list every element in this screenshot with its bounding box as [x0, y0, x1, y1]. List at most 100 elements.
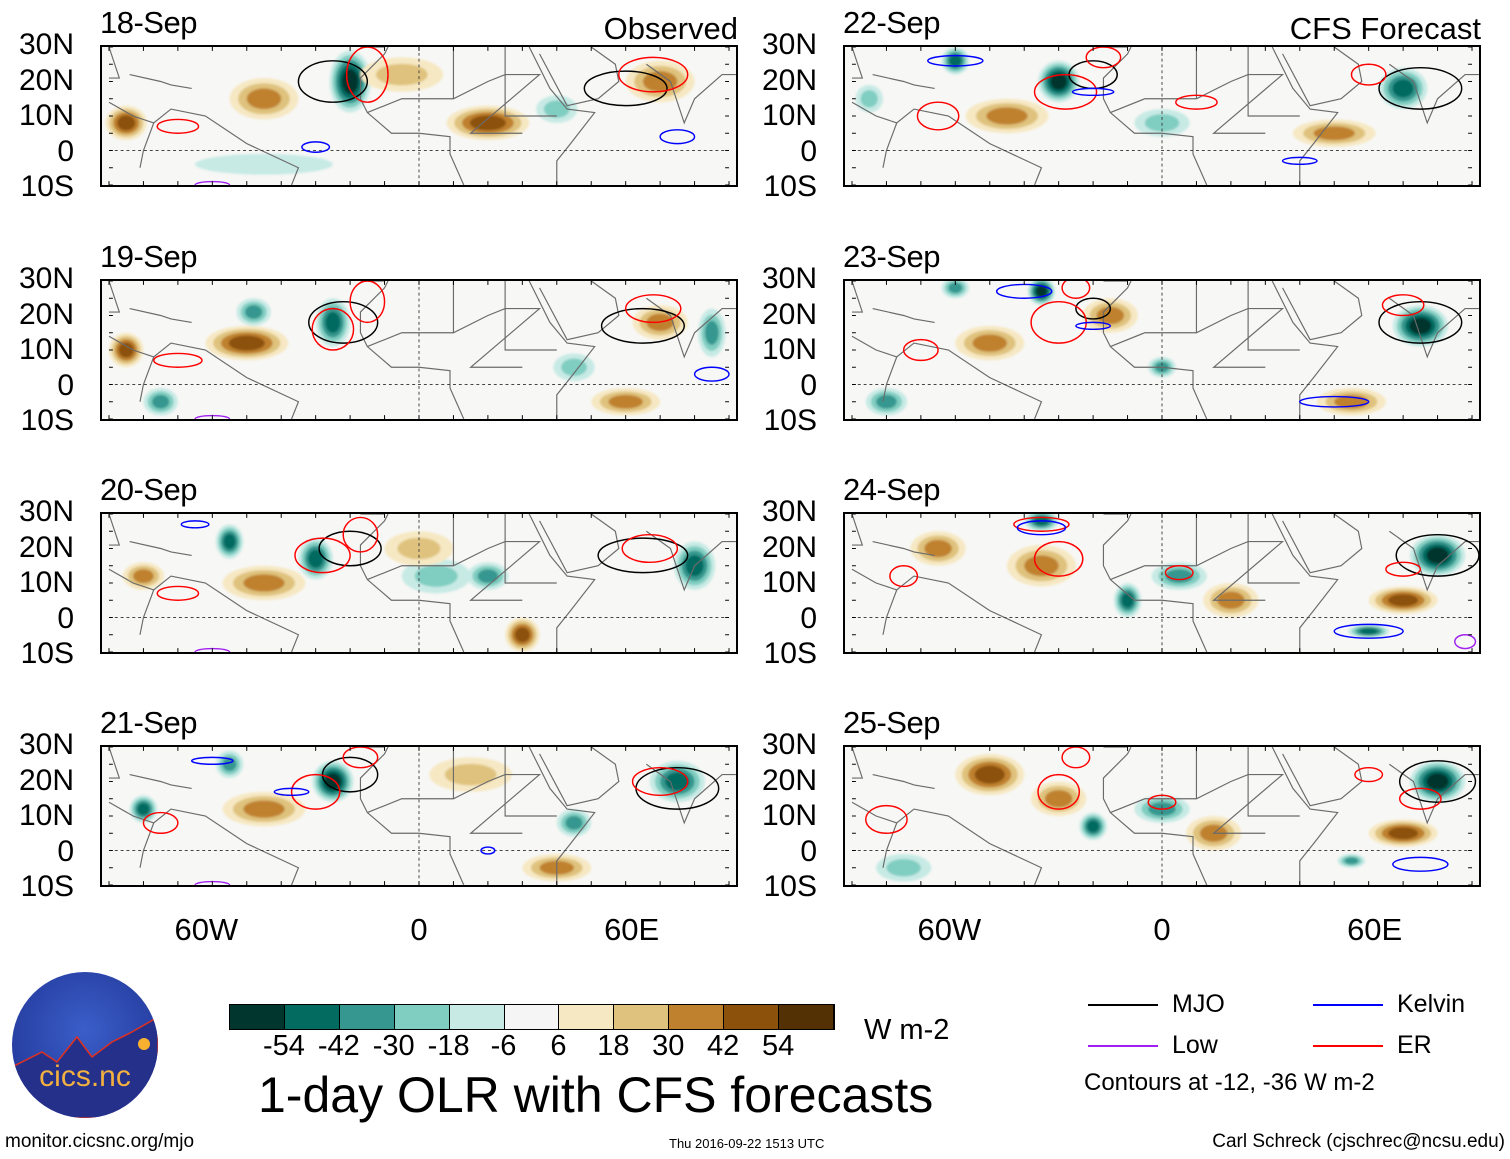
coastline: [851, 514, 864, 546]
olr-map: [843, 45, 1481, 187]
lon-tick-label: 60W: [174, 912, 239, 947]
contour-er: [1164, 565, 1194, 581]
contour-er: [618, 56, 689, 93]
olr-anomaly: [117, 115, 136, 131]
lat-tick-label: 0: [800, 601, 817, 635]
olr-anomaly: [1359, 628, 1378, 635]
contour-er: [345, 47, 389, 103]
contour-note: Contours at -12, -36 W m-2: [1084, 1069, 1375, 1096]
coastline: [1282, 47, 1363, 107]
map-panel-20-Sep: 20-Sep 30N 20N 10N 0 10S: [19, 472, 738, 670]
coastline: [1271, 747, 1339, 885]
contour-er: [1013, 516, 1070, 532]
lat-tick-label: 30N: [761, 262, 817, 295]
contour-kelvin: [659, 129, 696, 145]
olr-anomaly: [565, 816, 583, 830]
map-panel-21-Sep: 21-Sep 30N 20N 10N 0 10S: [19, 705, 738, 903]
contour-mjo: [600, 307, 685, 344]
coastline: [872, 774, 935, 789]
panel-date: 19-Sep: [100, 239, 197, 274]
coastline: [108, 514, 121, 546]
olr-anomaly: [924, 539, 952, 558]
footer-timestamp: Thu 2016-09-22 1513 UTC: [669, 1136, 825, 1151]
contour-er: [1385, 561, 1422, 577]
coastline: [851, 801, 897, 824]
contour-er: [621, 533, 679, 564]
contour-er: [142, 811, 179, 834]
coastline: [539, 281, 620, 341]
olr-map: [100, 512, 738, 654]
colorbar-level: 42: [707, 1030, 740, 1062]
coastline: [504, 47, 557, 117]
contour-mjo: [318, 530, 382, 567]
contour-kelvin: [1016, 520, 1067, 536]
colorbar-level: 18: [597, 1030, 630, 1062]
contour-er: [290, 773, 341, 810]
lat-tick-label: 20N: [18, 763, 74, 797]
coastline: [504, 747, 557, 817]
coastline: [851, 747, 864, 779]
coastline: [1271, 514, 1339, 652]
coastline: [359, 281, 465, 419]
coastline: [851, 47, 864, 79]
colorbar-level: -42: [317, 1030, 360, 1062]
olr-anomaly: [972, 334, 1007, 352]
olr-anomaly: [1313, 126, 1355, 141]
coastline: [528, 747, 596, 885]
legend-label: Low: [1172, 1031, 1218, 1059]
colorbar-swatch: [230, 1005, 285, 1029]
coastline: [851, 101, 897, 124]
contour-er: [1033, 73, 1098, 110]
lat-tick-label: 20N: [761, 297, 817, 331]
olr-anomaly: [195, 153, 333, 175]
contour-mjo: [1378, 300, 1463, 344]
olr-anomaly: [133, 569, 154, 583]
contour-er: [1061, 747, 1091, 769]
olr-anomaly: [118, 342, 134, 358]
contour-er: [916, 101, 960, 131]
lat-tick-label: 10S: [763, 870, 817, 903]
coastline: [108, 101, 154, 124]
olr-anomaly: [608, 394, 643, 409]
olr-anomaly: [444, 763, 497, 786]
map-panel-18-Sep: 18-Sep Observed 30N 20N 10N 0 10S: [19, 5, 738, 203]
coastline: [646, 297, 736, 359]
lat-tick-label: 30N: [18, 262, 74, 295]
coastline: [1102, 747, 1208, 885]
coastline: [1110, 308, 1285, 368]
coastline: [1389, 63, 1479, 125]
coastline: [367, 308, 542, 368]
contour-mjo: [1075, 297, 1112, 320]
coastline: [882, 108, 1043, 185]
contour-er: [1381, 294, 1425, 317]
colorbar-swatch: [339, 1005, 395, 1029]
panel-date: 21-Sep: [100, 705, 197, 740]
panel-date: 22-Sep: [843, 5, 940, 40]
contour-er: [349, 281, 386, 324]
footer-url[interactable]: monitor.cicsnc.org/mjo: [5, 1131, 195, 1152]
colorbar-swatch: [779, 1005, 834, 1029]
olr-anomaly: [325, 311, 341, 333]
contour-er: [1175, 94, 1218, 110]
lat-tick-label: 30N: [18, 28, 74, 61]
lon-tick-label: 60E: [1347, 912, 1403, 947]
olr-anomaly: [414, 565, 458, 587]
olr-anomaly: [986, 107, 1028, 125]
panel-source-label: Observed: [603, 11, 738, 46]
lat-tick-label: 20N: [761, 763, 817, 797]
coastline: [646, 530, 736, 592]
panel-date: 25-Sep: [843, 705, 940, 740]
footer-author: Carl Schreck (cjschrec@ncsu.edu): [1212, 1131, 1505, 1152]
olr-anomaly: [1024, 555, 1059, 577]
map-panel-19-Sep: 19-Sep 30N 20N 10N 0 10S: [19, 239, 738, 437]
legend-line-kelvin: [1313, 1004, 1383, 1006]
coastline: [359, 747, 465, 885]
contour-mjo: [1398, 760, 1477, 803]
panel-date: 18-Sep: [100, 5, 197, 40]
olr-anomaly: [246, 88, 282, 110]
coastline: [108, 568, 154, 591]
contour-mjo: [1378, 66, 1463, 110]
lat-tick-label: 10N: [761, 799, 817, 832]
coastline: [129, 541, 192, 556]
lat-tick-label: 30N: [761, 28, 817, 61]
